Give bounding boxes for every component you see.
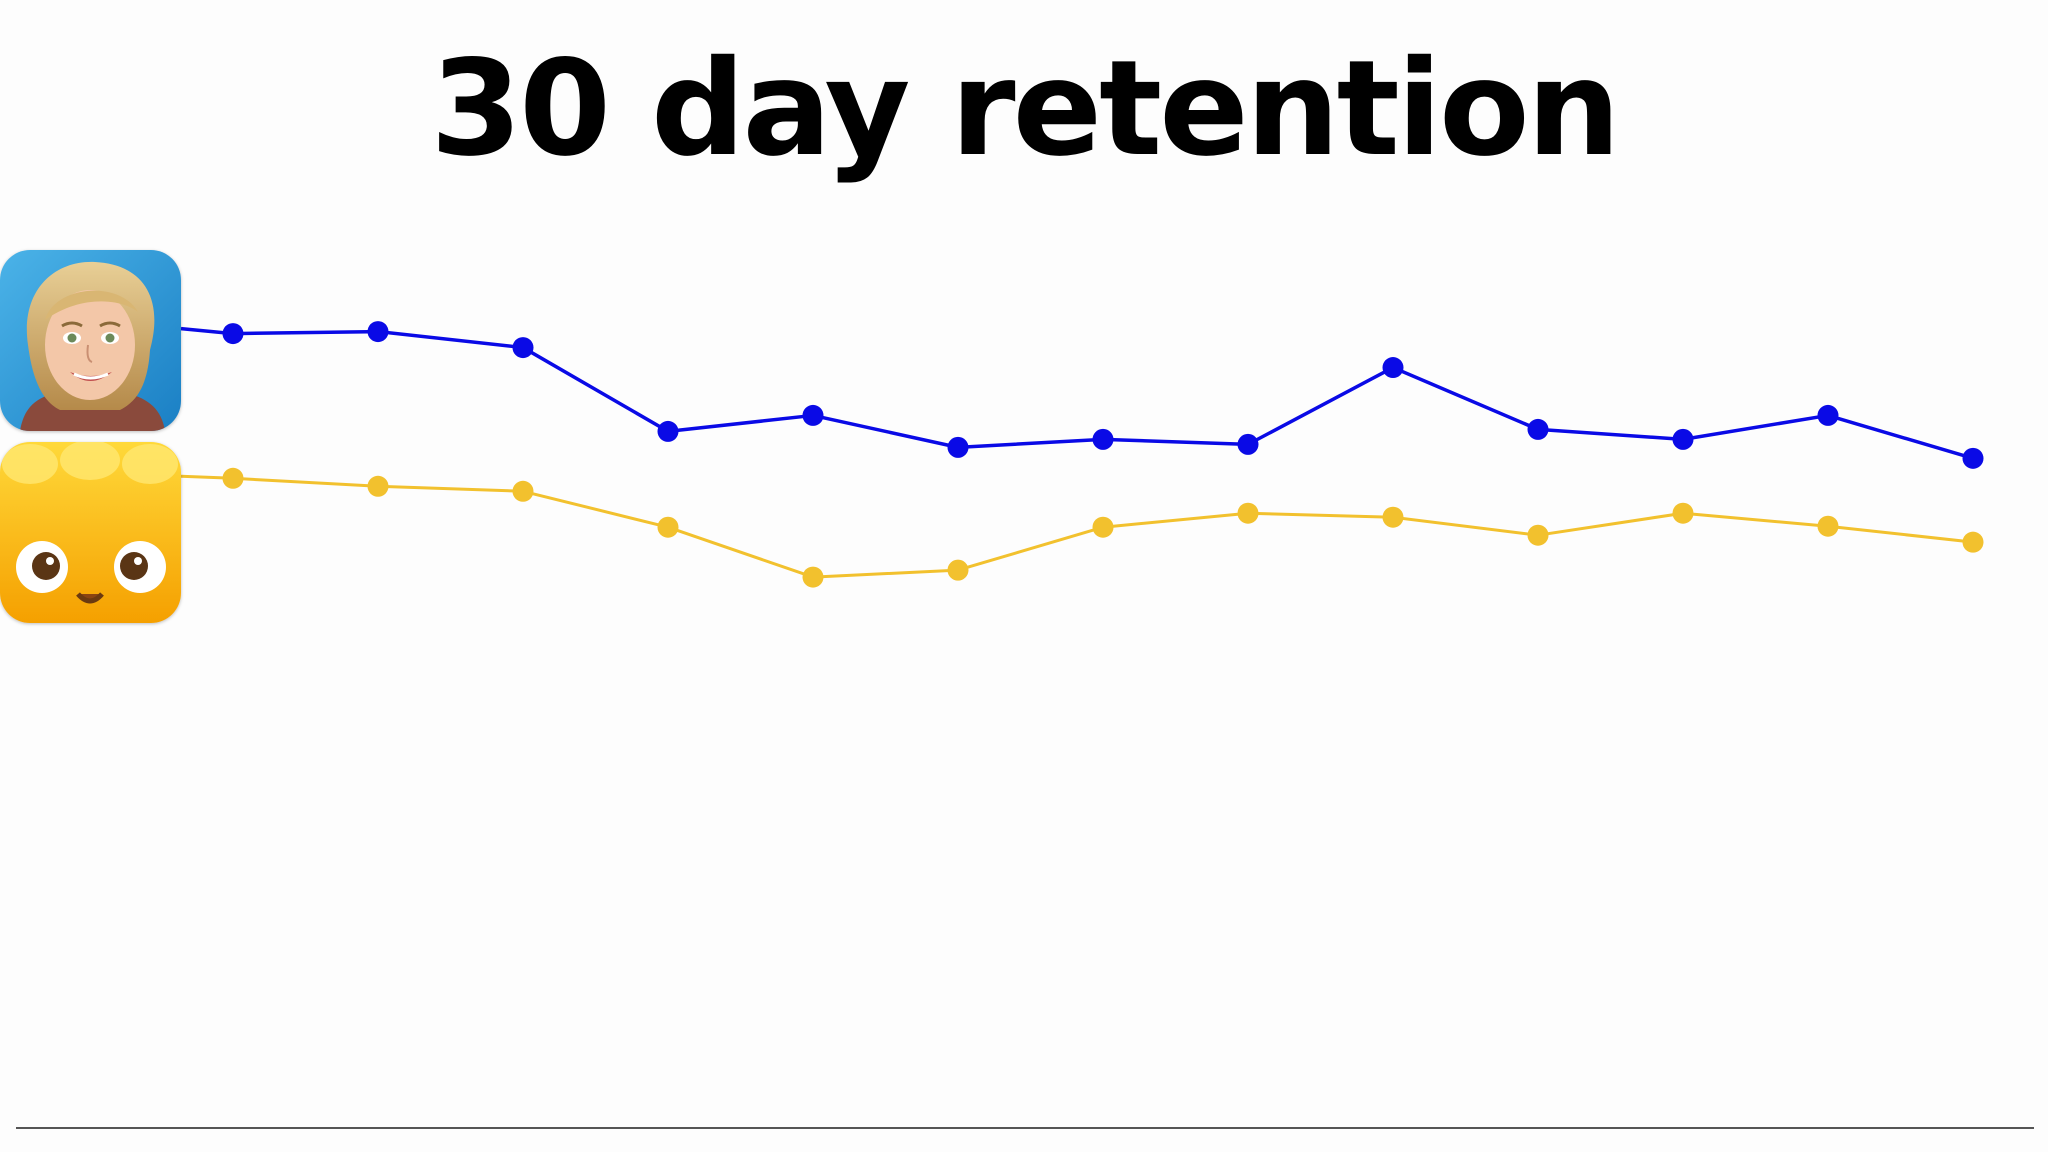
- series-1-point-4: [657, 420, 679, 442]
- series-2-point-3: [512, 480, 534, 502]
- series-1-point-5: [802, 404, 824, 426]
- series-line-1: [180, 326, 1974, 461]
- series-2-point-1: [222, 467, 244, 489]
- series-2-point-9: [1382, 506, 1404, 528]
- series-2-point-4: [657, 516, 679, 538]
- yellow-jelly-app-icon: [0, 442, 181, 623]
- series-1-point-12: [1817, 404, 1839, 426]
- series-2-point-10: [1527, 524, 1549, 546]
- series-2-point-5: [802, 566, 824, 588]
- series-2-point-2: [367, 475, 389, 497]
- woman-portrait-app-icon: [0, 250, 181, 431]
- series-2-point-8: [1237, 502, 1259, 524]
- series-2-point-6: [947, 559, 969, 581]
- series-layer: [180, 321, 1984, 588]
- series-1-point-2: [367, 321, 389, 343]
- series-1-point-6: [947, 436, 969, 458]
- series-2-point-11: [1672, 502, 1694, 524]
- series-line-2: [180, 474, 1974, 579]
- series-2-point-7: [1092, 516, 1114, 538]
- series-1-point-11: [1672, 428, 1694, 450]
- series-1-point-10: [1527, 418, 1549, 440]
- series-1-point-7: [1092, 428, 1114, 450]
- series-1-point-9: [1382, 357, 1404, 379]
- series-1-point-8: [1237, 433, 1259, 455]
- series-2-point-12: [1817, 515, 1839, 537]
- series-1-point-13: [1962, 447, 1984, 469]
- series-2-point-13: [1962, 531, 1984, 553]
- series-1-point-1: [222, 323, 244, 345]
- series-1-point-3: [512, 337, 534, 359]
- chart-title: 30 day retention: [430, 32, 1620, 186]
